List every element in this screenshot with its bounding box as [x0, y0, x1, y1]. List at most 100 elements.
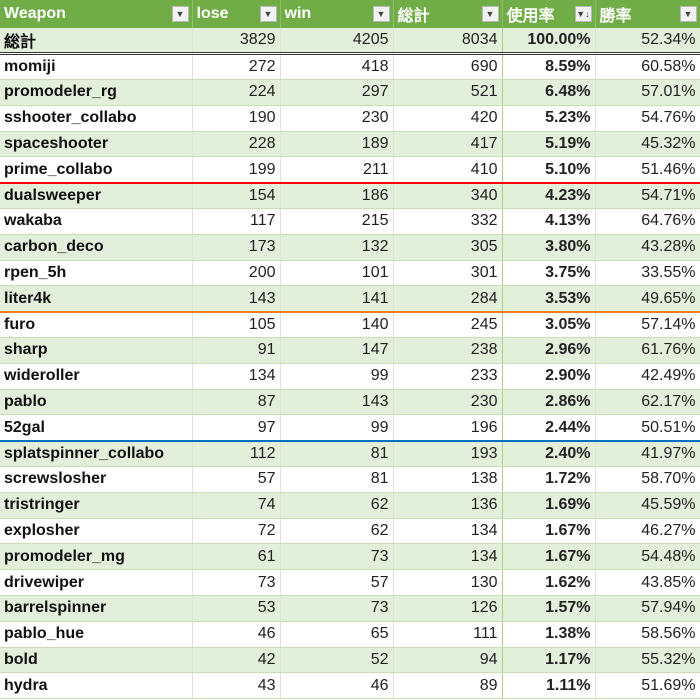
win-count[interactable]: 99: [280, 363, 394, 390]
total-count[interactable]: 196: [393, 414, 503, 442]
usage-rate[interactable]: 2.96%: [502, 337, 596, 364]
total-total[interactable]: 8034: [393, 28, 503, 56]
total-count[interactable]: 340: [393, 182, 503, 210]
weapon-name[interactable]: 52gal: [0, 414, 193, 442]
lose-count[interactable]: 112: [192, 440, 281, 468]
total-count[interactable]: 130: [393, 569, 503, 597]
total-label[interactable]: 総計: [0, 28, 193, 56]
lose-count[interactable]: 53: [192, 595, 281, 622]
win-rate[interactable]: 46.27%: [595, 518, 700, 545]
total-count[interactable]: 111: [393, 621, 503, 648]
weapon-name[interactable]: explosher: [0, 518, 193, 545]
sort-descending-filter-icon[interactable]: ▼↓: [574, 6, 592, 22]
weapon-name[interactable]: spaceshooter: [0, 131, 193, 158]
weapon-name[interactable]: dualsweeper: [0, 182, 193, 210]
usage-rate[interactable]: 1.62%: [502, 569, 596, 597]
weapon-name[interactable]: drivewiper: [0, 569, 193, 597]
total-count[interactable]: 134: [393, 543, 503, 571]
win-rate[interactable]: 54.48%: [595, 543, 700, 571]
usage-rate[interactable]: 1.67%: [502, 543, 596, 571]
total-count[interactable]: 245: [393, 311, 503, 339]
lose-count[interactable]: 190: [192, 105, 281, 132]
win-rate[interactable]: 42.49%: [595, 363, 700, 390]
lose-count[interactable]: 87: [192, 389, 281, 416]
usage-rate[interactable]: 5.19%: [502, 131, 596, 158]
win-rate[interactable]: 49.65%: [595, 285, 700, 313]
filter-dropdown-icon[interactable]: ▼: [481, 6, 499, 22]
filter-dropdown-icon[interactable]: ▼: [259, 6, 277, 22]
usage-rate[interactable]: 1.38%: [502, 621, 596, 648]
total-count[interactable]: 126: [393, 595, 503, 622]
weapon-name[interactable]: rpen_5h: [0, 260, 193, 287]
lose-count[interactable]: 143: [192, 285, 281, 313]
win-count[interactable]: 141: [280, 285, 394, 313]
lose-count[interactable]: 72: [192, 518, 281, 545]
filter-dropdown-icon[interactable]: ▼: [679, 6, 697, 22]
win-rate[interactable]: 54.71%: [595, 182, 700, 210]
weapon-name[interactable]: pablo: [0, 389, 193, 416]
usage-rate[interactable]: 3.75%: [502, 260, 596, 287]
usage-rate[interactable]: 3.80%: [502, 234, 596, 261]
lose-count[interactable]: 105: [192, 311, 281, 339]
win-rate[interactable]: 62.17%: [595, 389, 700, 416]
usage-rate[interactable]: 4.23%: [502, 182, 596, 210]
weapon-name[interactable]: hydra: [0, 672, 193, 700]
weapon-name[interactable]: barrelspinner: [0, 595, 193, 622]
win-count[interactable]: 186: [280, 182, 394, 210]
win-rate[interactable]: 50.51%: [595, 414, 700, 442]
usage-rate[interactable]: 2.40%: [502, 440, 596, 468]
usage-rate[interactable]: 2.90%: [502, 363, 596, 390]
win-rate[interactable]: 61.76%: [595, 337, 700, 364]
usage-rate[interactable]: 1.57%: [502, 595, 596, 622]
total-count[interactable]: 94: [393, 647, 503, 674]
win-rate[interactable]: 51.46%: [595, 156, 700, 184]
lose-count[interactable]: 91: [192, 337, 281, 364]
total-count[interactable]: 89: [393, 672, 503, 700]
total-winrate[interactable]: 52.34%: [595, 28, 700, 56]
total-count[interactable]: 410: [393, 156, 503, 184]
usage-rate[interactable]: 3.53%: [502, 285, 596, 313]
win-count[interactable]: 46: [280, 672, 394, 700]
lose-count[interactable]: 97: [192, 414, 281, 442]
lose-count[interactable]: 134: [192, 363, 281, 390]
lose-count[interactable]: 74: [192, 492, 281, 519]
win-count[interactable]: 57: [280, 569, 394, 597]
win-rate[interactable]: 58.70%: [595, 466, 700, 493]
weapon-name[interactable]: bold: [0, 647, 193, 674]
total-count[interactable]: 238: [393, 337, 503, 364]
usage-rate[interactable]: 1.69%: [502, 492, 596, 519]
win-rate[interactable]: 41.97%: [595, 440, 700, 468]
total-count[interactable]: 136: [393, 492, 503, 519]
usage-rate[interactable]: 6.48%: [502, 79, 596, 106]
total-count[interactable]: 230: [393, 389, 503, 416]
lose-count[interactable]: 43: [192, 672, 281, 700]
lose-count[interactable]: 228: [192, 131, 281, 158]
total-count[interactable]: 134: [393, 518, 503, 545]
usage-rate[interactable]: 1.72%: [502, 466, 596, 493]
usage-rate[interactable]: 1.17%: [502, 647, 596, 674]
weapon-name[interactable]: furo: [0, 311, 193, 339]
win-count[interactable]: 143: [280, 389, 394, 416]
win-count[interactable]: 132: [280, 234, 394, 261]
weapon-name[interactable]: screwslosher: [0, 466, 193, 493]
total-count[interactable]: 233: [393, 363, 503, 390]
weapon-name[interactable]: wakaba: [0, 208, 193, 235]
weapon-name[interactable]: liter4k: [0, 285, 193, 313]
total-count[interactable]: 284: [393, 285, 503, 313]
lose-count[interactable]: 199: [192, 156, 281, 184]
win-rate[interactable]: 58.56%: [595, 621, 700, 648]
weapon-name[interactable]: promodeler_mg: [0, 543, 193, 571]
usage-rate[interactable]: 2.86%: [502, 389, 596, 416]
win-count[interactable]: 297: [280, 79, 394, 106]
weapon-name[interactable]: tristringer: [0, 492, 193, 519]
lose-count[interactable]: 46: [192, 621, 281, 648]
win-count[interactable]: 418: [280, 53, 394, 81]
usage-rate[interactable]: 5.10%: [502, 156, 596, 184]
lose-count[interactable]: 200: [192, 260, 281, 287]
lose-count[interactable]: 42: [192, 647, 281, 674]
win-rate[interactable]: 45.59%: [595, 492, 700, 519]
total-count[interactable]: 690: [393, 53, 503, 81]
weapon-name[interactable]: pablo_hue: [0, 621, 193, 648]
win-rate[interactable]: 43.28%: [595, 234, 700, 261]
total-lose[interactable]: 3829: [192, 28, 281, 56]
